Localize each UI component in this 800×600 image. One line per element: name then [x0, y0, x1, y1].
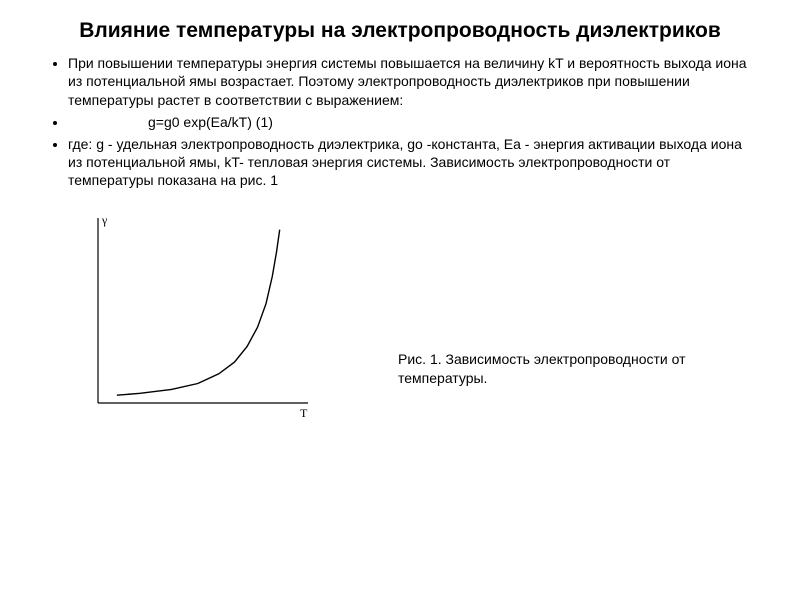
figure-row: γT Рис. 1. Зависимость электропроводност…	[48, 208, 752, 428]
svg-text:T: T	[300, 406, 308, 420]
formula-text: g=g0 exp(Ea/kT) (1)	[68, 114, 273, 130]
bullet-2: где: g - удельная электропроводность диэ…	[68, 135, 752, 190]
slide-title: Влияние температуры на электропроводност…	[48, 18, 752, 44]
bullet-1: При повышении температуры энергия систем…	[68, 54, 752, 109]
svg-text:γ: γ	[101, 213, 108, 227]
bullet-formula: g=g0 exp(Ea/kT) (1)	[68, 113, 752, 131]
bullet-list: При повышении температуры энергия систем…	[48, 54, 752, 189]
conductivity-chart: γT	[68, 208, 328, 428]
figure-caption: Рис. 1. Зависимость электропроводности о…	[398, 350, 698, 388]
